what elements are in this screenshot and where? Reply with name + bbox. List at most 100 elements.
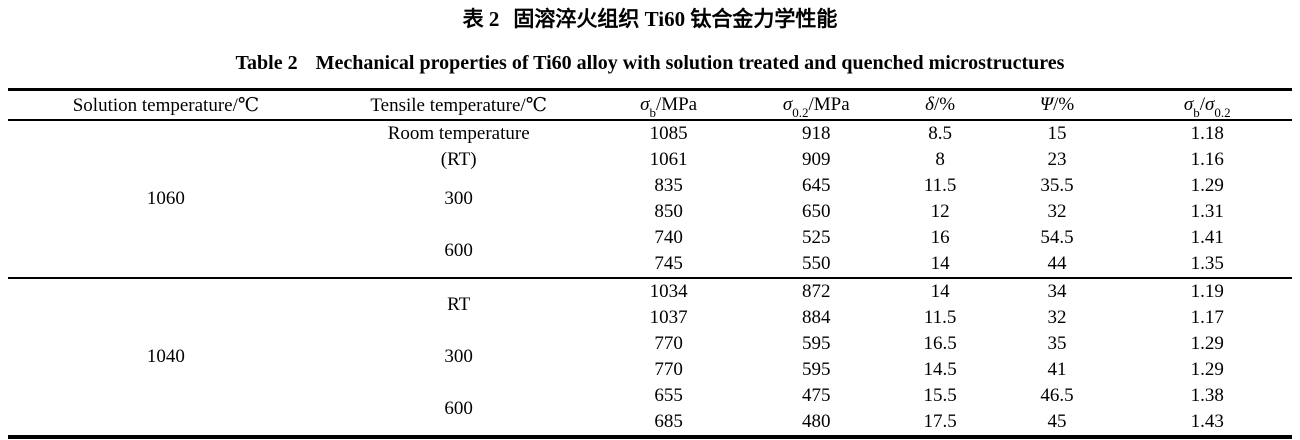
table-cell: 770: [654, 359, 683, 380]
ratio-sub-b: b: [1193, 105, 1200, 121]
sigma-symbol: σ: [1204, 94, 1215, 115]
table-cell: 480: [801, 411, 831, 432]
tensile-temp-cell: 300: [444, 346, 473, 367]
table-cell: 32: [1047, 201, 1067, 222]
header-solution-temperature: Solution temperature/℃: [72, 94, 260, 116]
table-cell: 11.5: [923, 307, 957, 328]
table-title-en: Table 2 Mechanical properties of Ti60 all…: [0, 51, 1300, 76]
header-sigma-b: σb/MPa: [593, 90, 743, 121]
table-cell: 770: [654, 333, 683, 354]
header-sigma-ratio: σb/σ0.2: [1122, 90, 1292, 121]
table-cell: 1.29: [1190, 359, 1224, 380]
table-header: Solution temperature/℃ Tensile temperatu…: [8, 90, 1292, 121]
table-title-zh-label: 表 2: [462, 7, 500, 31]
mechanical-properties-table: Solution temperature/℃ Tensile temperatu…: [8, 88, 1292, 439]
table-cell: 525: [801, 227, 831, 248]
table-cell: 16: [930, 227, 950, 248]
table-cell: 1085: [649, 123, 688, 144]
table-row: 300 835 645 11.5 35.5 1.29: [8, 173, 1292, 209]
table-cell: 11.5: [923, 175, 957, 196]
table-cell: 35.5: [1040, 175, 1074, 196]
table-cell: 1061: [649, 149, 688, 170]
sigma-symbol: σ: [782, 94, 793, 115]
table-row: 770 595 14.5 41 1.29: [8, 357, 1292, 383]
table-cell: 35: [1047, 333, 1067, 354]
table-cell: 12: [930, 201, 950, 222]
table-row: 850 650 12 32 1.31: [8, 199, 1292, 225]
psi-unit: /%: [1053, 94, 1075, 115]
table-cell: 835: [654, 175, 683, 196]
tensile-temp-cell: Room temperature (RT): [324, 120, 594, 173]
table-cell: 15.5: [923, 385, 957, 406]
table-cell: 14.5: [923, 359, 957, 380]
table-cell: 1.35: [1190, 253, 1224, 274]
table-cell: 740: [654, 227, 683, 248]
ratio-slash: /: [1199, 94, 1205, 115]
table-cell: 15: [1047, 123, 1067, 144]
table-row: 685 480 17.5 45 1.43: [8, 409, 1292, 437]
header-psi: Ψ/%: [992, 90, 1123, 121]
table-row: 600 740 525 16 54.5 1.41: [8, 225, 1292, 261]
table-cell: 16.5: [923, 333, 957, 354]
ratio-sub-02: 0.2: [1214, 105, 1231, 121]
table-cell: 54.5: [1040, 227, 1074, 248]
table-cell: 872: [801, 281, 831, 302]
table-row: 600 655 475 15.5 46.5 1.38: [8, 383, 1292, 419]
sigma-symbol: σ: [1183, 94, 1194, 115]
tensile-temp-cell: RT: [447, 294, 471, 315]
header-delta: δ/%: [889, 90, 992, 121]
tensile-temp-cell: 600: [444, 398, 473, 419]
table-cell: 850: [654, 201, 683, 222]
table-cell: 655: [654, 385, 683, 406]
table-cell: 1.29: [1190, 175, 1224, 196]
table-cell: 17.5: [923, 411, 957, 432]
tensile-temp-cell: 300: [444, 188, 473, 209]
tensile-temp-cell: 600: [444, 240, 473, 261]
table-cell: 41: [1047, 359, 1067, 380]
table-cell: 1.16: [1190, 149, 1224, 170]
table-cell: 1.38: [1190, 385, 1224, 406]
table-title-zh: 表 2 固溶淬火组织 Ti60 钛合金力学性能: [0, 0, 1300, 32]
table-cell: 1.17: [1190, 307, 1224, 328]
table-cell: 1037: [649, 307, 688, 328]
table-cell: 1.18: [1190, 123, 1224, 144]
table-row: 1037 884 11.5 32 1.17: [8, 305, 1292, 331]
table-cell: 685: [654, 411, 683, 432]
table-cell: 1.43: [1190, 411, 1224, 432]
table-cell: 745: [654, 253, 683, 274]
psi-symbol: Ψ: [1039, 94, 1054, 115]
header-row: Solution temperature/℃ Tensile temperatu…: [8, 90, 1292, 121]
table-title-zh-text: 固溶淬火组织 Ti60 钛合金力学性能: [513, 7, 838, 31]
table-cell: 14: [930, 253, 950, 274]
table-cell: 595: [801, 359, 831, 380]
table-title-en-text: Mechanical properties of Ti60 alloy with…: [315, 52, 1065, 74]
table-cell: 550: [801, 253, 831, 274]
table-cell: 8.5: [928, 123, 953, 144]
delta-unit: /%: [934, 94, 956, 115]
table-body: 1060 Room temperature (RT) 1085 918 8.5 …: [8, 120, 1292, 437]
table-cell: 14: [930, 281, 950, 302]
table-cell: 34: [1047, 281, 1067, 302]
tensile-line: Room temperature: [387, 123, 530, 144]
table-cell: 595: [801, 333, 831, 354]
sigma-symbol: σ: [640, 94, 650, 115]
table-cell: 1.41: [1190, 227, 1224, 248]
table-cell: 23: [1047, 149, 1067, 170]
table-row: 1040 RT 1034 872 14 34 1.19: [8, 278, 1292, 367]
table-cell: 46.5: [1040, 385, 1074, 406]
table-cell: 1.29: [1190, 333, 1224, 354]
sigma-b-subscript: b: [649, 105, 656, 121]
table-row: 1060 Room temperature (RT) 1085 918 8.5 …: [8, 120, 1292, 209]
table-cell: 45: [1047, 411, 1067, 432]
table-cell: 32: [1047, 307, 1067, 328]
sigma-02-unit: /MPa: [808, 94, 850, 115]
header-sigma-02: σ0.2/MPa: [744, 90, 889, 121]
delta-symbol: δ: [925, 94, 934, 115]
table-cell: 645: [801, 175, 831, 196]
sigma-b-unit: /MPa: [655, 94, 698, 115]
table-row: 300 770 595 16.5 35 1.29: [8, 331, 1292, 367]
table-cell: 1.19: [1190, 281, 1224, 302]
table-cell: 884: [801, 307, 831, 328]
table-cell: 1034: [649, 281, 688, 302]
solution-temp-cell: 1060: [146, 188, 185, 209]
